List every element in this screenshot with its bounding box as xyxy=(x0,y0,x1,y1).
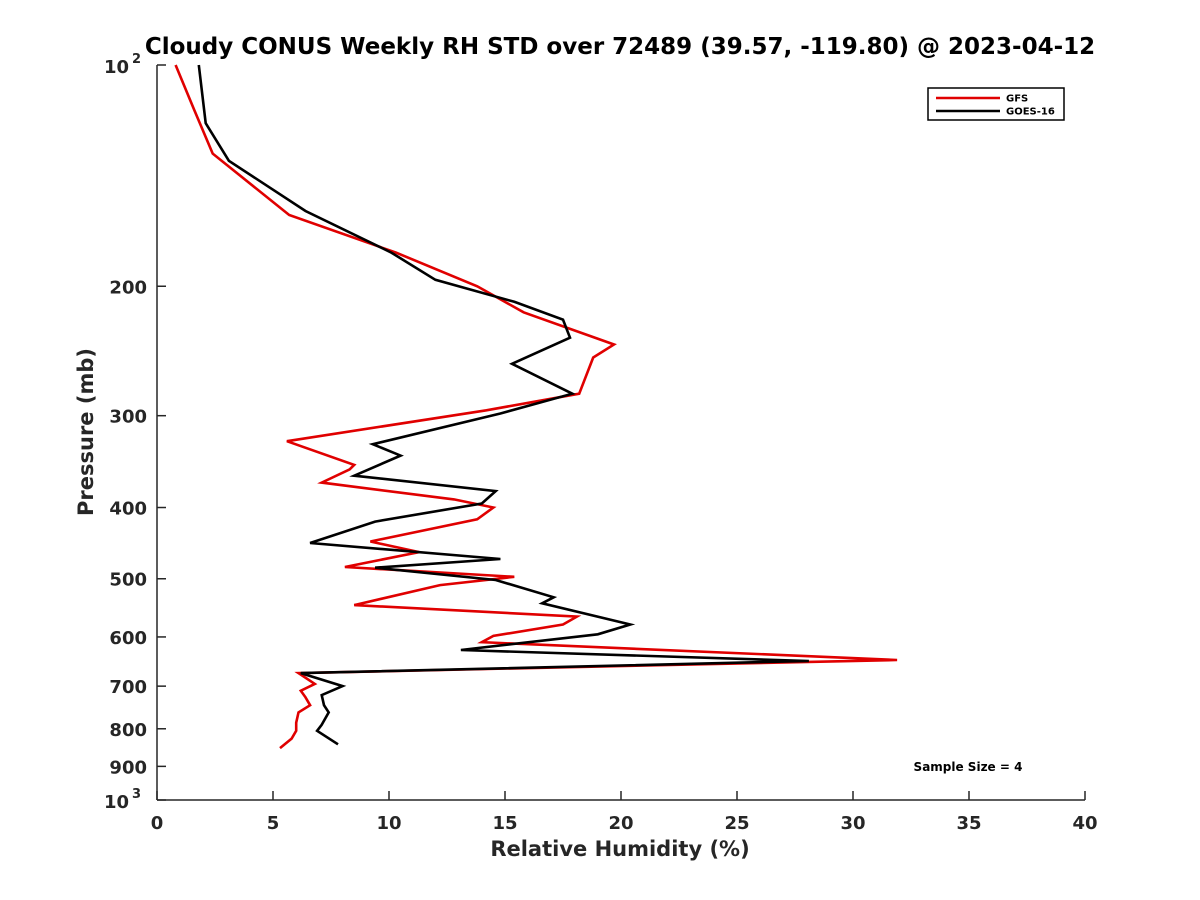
x-tick-label: 10 xyxy=(376,813,401,834)
y-tick-label: 300 xyxy=(109,407,147,428)
x-tick-label: 20 xyxy=(608,813,633,834)
y-tick-label: 10 xyxy=(104,792,129,813)
y-tick-label: 800 xyxy=(109,720,147,741)
y-tick-label: 900 xyxy=(109,757,147,778)
series-line-goes-16 xyxy=(197,64,809,746)
x-tick-label: 15 xyxy=(492,813,517,834)
series-layer xyxy=(174,64,898,750)
sample-size-annotation: Sample Size = 4 xyxy=(914,760,1023,774)
y-tick-label: 600 xyxy=(109,628,147,649)
y-tick-label: 700 xyxy=(109,677,147,698)
y-tick-exponent: 3 xyxy=(132,787,141,802)
y-axis-label: Pressure (mb) xyxy=(74,348,98,516)
legend-box xyxy=(927,87,1065,121)
y-tick-label: 500 xyxy=(109,570,147,591)
x-tick-label: 25 xyxy=(724,813,749,834)
x-tick-label: 35 xyxy=(956,813,981,834)
series-line-gfs xyxy=(174,64,898,750)
x-tick-label: 40 xyxy=(1072,813,1097,834)
y-tick-label: 10 xyxy=(104,57,129,78)
x-tick-label: 30 xyxy=(840,813,865,834)
x-tick-label: 5 xyxy=(267,813,280,834)
y-tick-label: 200 xyxy=(109,277,147,298)
x-tick-label: 0 xyxy=(151,813,164,834)
y-tick-exponent: 2 xyxy=(132,52,141,67)
chart-title: Cloudy CONUS Weekly RH STD over 72489 (3… xyxy=(145,34,1095,60)
legend-label: GOES-16 xyxy=(1006,107,1055,118)
legend: GFS GOES-16 xyxy=(927,87,1065,121)
x-axis-label: Relative Humidity (%) xyxy=(490,837,749,861)
y-tick-label: 400 xyxy=(109,499,147,520)
legend-label: GFS xyxy=(1006,94,1028,105)
